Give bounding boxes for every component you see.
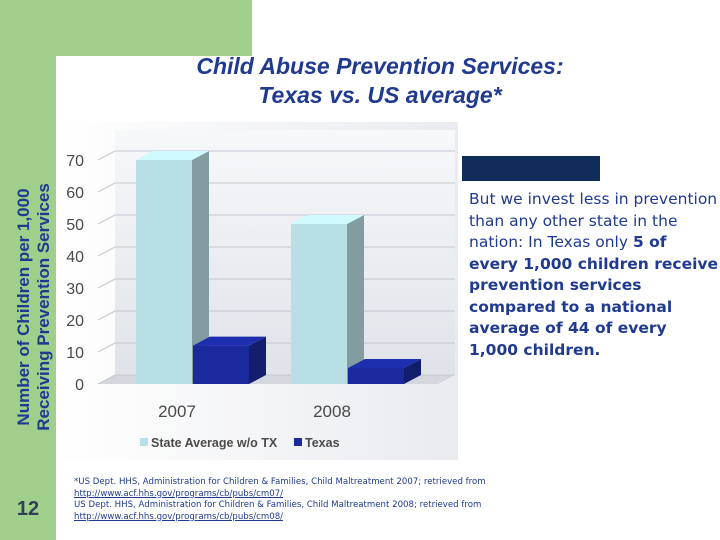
bar-top [136,151,209,160]
y-tick-label: 30 [66,281,84,298]
footnote: *US Dept. HHS, Administration for Childr… [74,477,544,523]
y-tick-label: 0 [75,377,84,394]
bar-front [348,368,404,384]
bar-texas-2007 [193,336,266,384]
accent-band-left [0,0,56,540]
bar-front [193,345,249,384]
callout-bar [462,156,600,181]
gridline-diagonal [97,342,116,353]
gridline-diagonal [97,278,116,289]
x-tick-label: 2008 [313,402,351,421]
legend-swatch [294,438,302,446]
callout-text: But we invest less in prevention than an… [469,189,719,361]
y-axis-label-line-2: Receiving Prevention Services [34,183,53,431]
slide-title-line-1: Child Abuse Prevention Services: [196,53,564,79]
bar-side [347,215,364,384]
gridline-diagonal [97,150,116,161]
callout-text-part-2: 5 of every 1,000 children receive preven… [469,233,719,359]
bar-top [291,215,364,224]
y-tick-label: 70 [66,153,84,170]
footnote-line-3: US Dept. HHS, Administration for Childre… [74,500,482,510]
bar-side [192,151,209,384]
gridline-diagonal [97,374,116,385]
gridline-diagonal [97,182,116,193]
gridline-diagonal [97,310,116,321]
bar-top [193,336,266,346]
bar-front [136,160,192,384]
footnote-link-2008[interactable]: http://www.acf.hhs.gov/programs/cb/pubs/… [74,511,284,522]
y-tick-label: 20 [66,313,84,330]
y-tick-label: 40 [66,249,84,266]
bar-top [348,359,421,368]
legend-swatch [140,438,148,446]
y-axis-label-line-1: Number of Children per 1,000 [14,188,33,425]
y-tick-label: 10 [66,345,84,362]
y-tick-label: 60 [66,185,84,202]
bar-front [291,224,347,384]
gridline-diagonal [97,246,116,257]
callout-text-part-1: But we invest less in prevention than an… [469,190,718,251]
slide-title-line-2: Texas vs. US average* [258,82,502,108]
bar-state-average-2007 [136,151,209,384]
slide-title: Child Abuse Prevention Services: Texas v… [120,52,640,110]
bar-state-average-2008 [291,215,364,384]
y-tick-label: 50 [66,217,84,234]
gridline-diagonal [97,214,116,225]
page-number: 12 [16,498,40,520]
bar-texas-2008 [348,359,421,384]
bar-chart: 0 10 20 30 40 50 60 70 2007 2008 State Average w… [14,122,458,460]
bar-side [249,336,266,384]
footnote-line-1: *US Dept. HHS, Administration for Childr… [74,477,486,487]
footnote-link-2007[interactable]: http://www.acf.hhs.gov/programs/cb/pubs/… [74,488,284,499]
legend-label: Texas [305,436,340,450]
bar-side [404,359,421,384]
x-tick-label: 2007 [158,402,196,421]
legend-label: State Average w/o TX [151,436,278,450]
